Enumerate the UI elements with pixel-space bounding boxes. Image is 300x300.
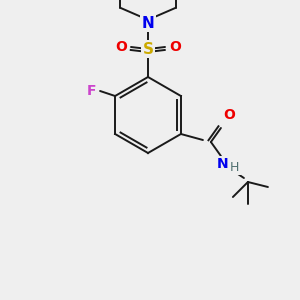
- Text: F: F: [86, 84, 96, 98]
- Text: O: O: [115, 40, 127, 54]
- Text: O: O: [169, 40, 181, 54]
- Text: O: O: [223, 108, 235, 122]
- Text: H: H: [230, 160, 240, 173]
- Text: N: N: [217, 157, 229, 171]
- Text: S: S: [142, 41, 154, 56]
- Text: N: N: [142, 16, 154, 31]
